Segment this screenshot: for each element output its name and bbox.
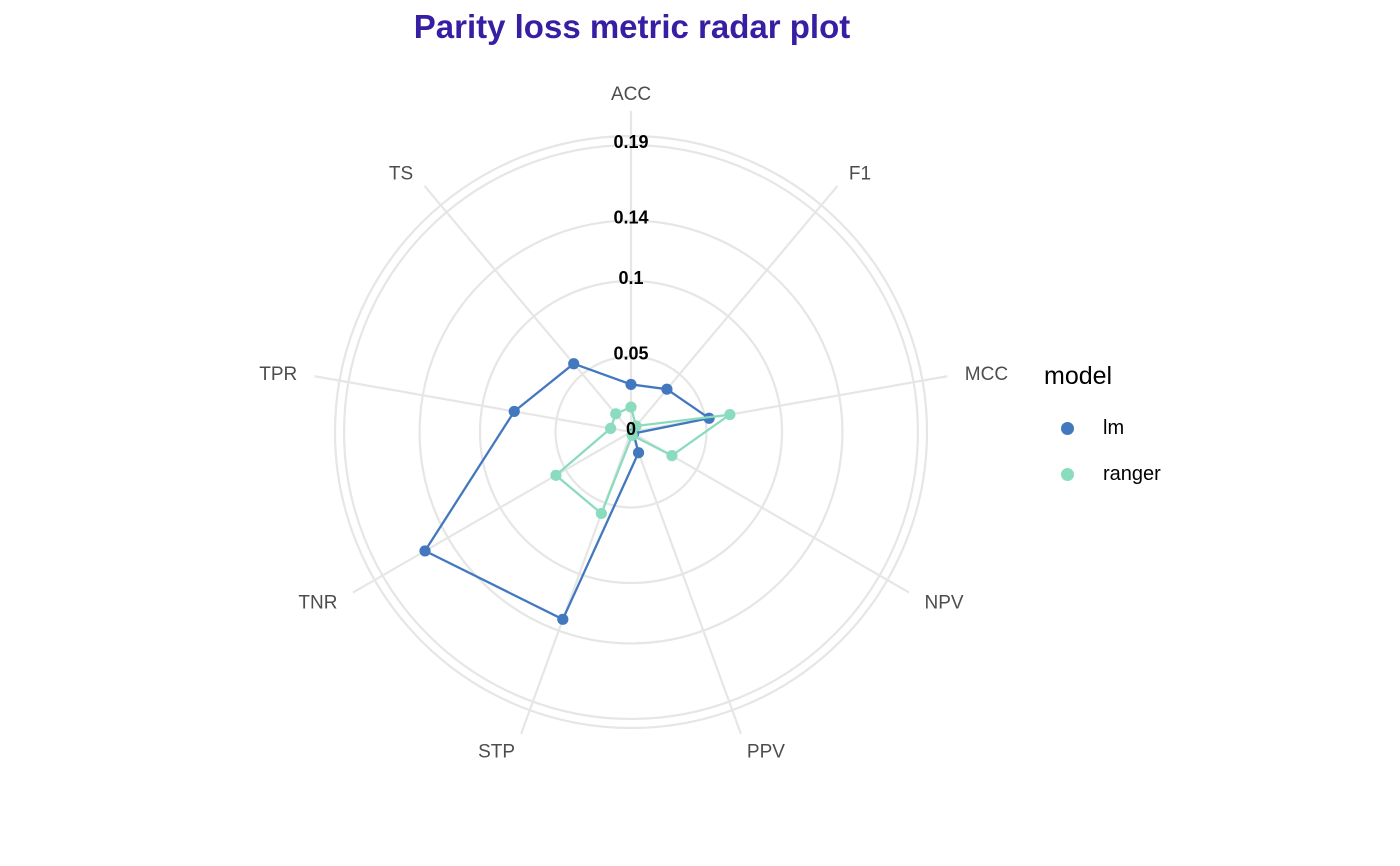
point-ranger-tnr [550,469,562,481]
spoke-ppv [629,431,742,735]
legend-title: model [1044,362,1113,390]
point-ranger-ppv [626,429,638,441]
legend-label-lm: lm [1103,416,1125,439]
point-lm-acc [625,378,637,391]
point-lm-f1 [661,383,673,395]
ring-label-3: 0.14 [613,208,648,228]
axis-labels: ACC F1 MCC NPV PPV STP TNR TPR TS [259,84,1008,762]
point-ranger-ts [610,408,622,420]
ring-labels: 0 0.05 0.1 0.14 0.19 [613,132,648,439]
legend-label-ranger: ranger [1103,462,1161,485]
ring-label-0: 0 [626,419,636,439]
spoke-tnr [352,431,632,594]
point-lm-ts [568,358,580,370]
spoke-tpr [314,375,632,434]
legend-item-ranger: ranger [1044,451,1161,497]
legend-swatch-ranger [1061,467,1074,481]
point-ranger-stp [595,507,607,520]
spoke-npv [630,431,910,594]
point-lm-tpr [508,405,520,418]
point-lm-ppv [632,447,645,459]
axis-label-tnr: TNR [298,592,337,613]
point-ranger-mcc [724,408,736,421]
point-ranger-acc [625,401,637,413]
axis-label-acc: ACC [611,84,651,105]
ring-label-1: 0.05 [613,343,648,363]
ring-label-4: 0.19 [613,132,648,152]
spoke-ts [423,185,632,433]
point-ranger-tpr [605,422,617,435]
point-lm-stp [557,613,569,625]
series-line-lm [423,362,711,621]
axis-label-npv: NPV [925,592,964,613]
legend-item-lm: lm [1044,405,1161,451]
axis-label-tpr: TPR [259,364,297,385]
axis-label-ts: TS [389,163,413,184]
axis-spokes [314,110,948,735]
ring-label-2: 0.1 [618,268,643,288]
chart-title: Parity loss metric radar plot [413,8,851,45]
axis-label-ppv: PPV [747,741,785,762]
series-layer [419,358,736,625]
point-ranger-f1 [630,420,642,432]
axis-label-mcc: MCC [965,364,1008,385]
point-ranger-npv [666,450,678,462]
axis-label-stp: STP [478,741,515,762]
legend: model lm ranger [1044,362,1161,497]
axis-label-f1: F1 [849,163,871,184]
legend-swatch-lm [1061,421,1074,435]
point-lm-tnr [419,545,431,557]
series-line-ranger [554,405,732,515]
